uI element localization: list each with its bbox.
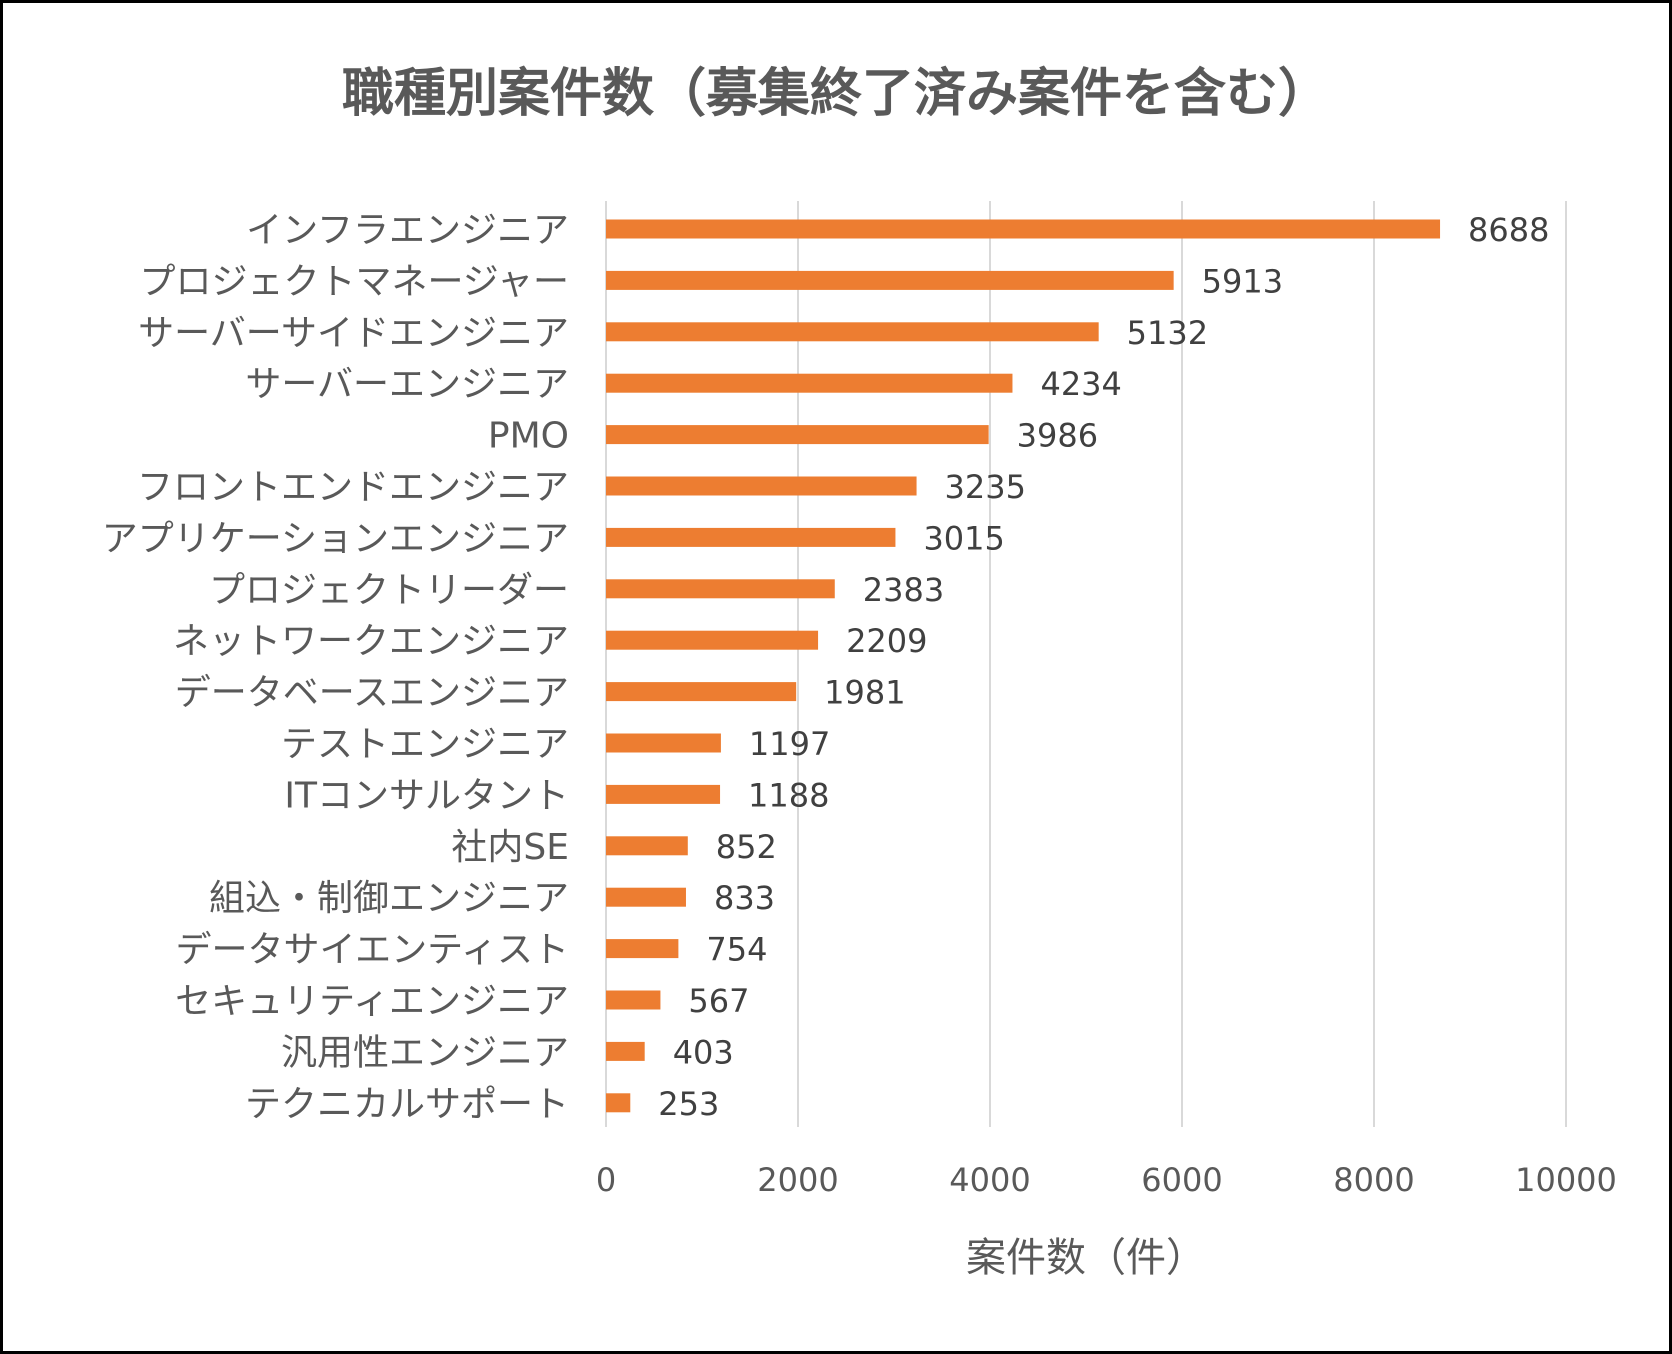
bar	[606, 836, 688, 856]
x-tick-label: 8000	[1333, 1161, 1414, 1199]
bar	[606, 733, 721, 753]
data-label: 2209	[846, 622, 927, 660]
data-label: 1188	[748, 776, 829, 814]
bar	[606, 373, 1013, 393]
category-label: テストエンジニア	[281, 724, 569, 765]
category-label: サーバーサイドエンジニア	[138, 313, 569, 354]
data-label: 567	[688, 982, 749, 1020]
bar	[606, 322, 1099, 342]
category-label: プロジェクトマネージャー	[140, 261, 569, 302]
category-label: データベースエンジニア	[175, 673, 569, 714]
category-label: テクニカルサポート	[245, 1084, 569, 1125]
bar	[606, 939, 679, 959]
category-label: アプリケーションエンジニア	[102, 518, 569, 559]
x-tick-label: 2000	[757, 1161, 838, 1199]
category-label: 社内SE	[451, 827, 569, 868]
bar	[606, 630, 819, 650]
bar	[606, 425, 989, 445]
category-label: ITコンサルタント	[284, 775, 569, 816]
x-tick-label: 4000	[949, 1161, 1030, 1199]
bar	[606, 784, 721, 804]
bar	[606, 579, 835, 599]
bar	[606, 270, 1174, 290]
data-label: 3015	[923, 519, 1004, 557]
data-label: 3235	[945, 468, 1026, 506]
data-label: 253	[658, 1085, 719, 1123]
bar	[606, 887, 686, 907]
x-tick-label: 10000	[1515, 1161, 1617, 1199]
category-label: 組込・制御エンジニア	[209, 878, 569, 919]
category-label: ネットワークエンジニア	[173, 621, 569, 662]
data-label: 833	[714, 879, 775, 917]
x-axis-title: 案件数（件）	[966, 1235, 1206, 1281]
category-label: 汎用性エンジニア	[281, 1032, 569, 1073]
data-label: 852	[716, 828, 777, 866]
category-label: PMO	[488, 416, 569, 457]
bar	[606, 682, 797, 702]
category-label: フロントエンドエンジニア	[137, 467, 569, 508]
category-label: データサイエンティスト	[176, 930, 569, 971]
bar	[606, 1041, 645, 1061]
bar	[606, 1093, 631, 1113]
bar-chart-plot: 0 2000 4000 6000 8000 10000 インフラエンジニア 8688 プロジェク…	[102, 201, 1617, 1281]
data-label: 3986	[1017, 417, 1098, 455]
category-label: インフラエンジニア	[246, 210, 569, 251]
category-label: セキュリティエンジニア	[175, 981, 569, 1022]
data-label: 5913	[1202, 262, 1283, 300]
data-label: 1981	[824, 674, 905, 712]
bar	[606, 990, 661, 1010]
data-label: 2383	[863, 571, 944, 609]
bar	[606, 476, 917, 496]
data-label: 5132	[1127, 314, 1208, 352]
data-label: 1197	[749, 725, 830, 763]
chart-title: 職種別案件数（募集終了済み案件を含む）	[341, 64, 1330, 124]
bar	[606, 219, 1441, 239]
data-label: 4234	[1040, 365, 1121, 403]
data-label: 8688	[1468, 211, 1549, 249]
category-label: サーバーエンジニア	[245, 364, 569, 405]
category-label: プロジェクトリーダー	[209, 570, 569, 611]
x-tick-label: 6000	[1141, 1161, 1222, 1199]
data-label: 403	[673, 1033, 734, 1071]
bar	[606, 527, 896, 547]
x-tick-label: 0	[596, 1161, 616, 1199]
data-label: 754	[706, 931, 767, 969]
